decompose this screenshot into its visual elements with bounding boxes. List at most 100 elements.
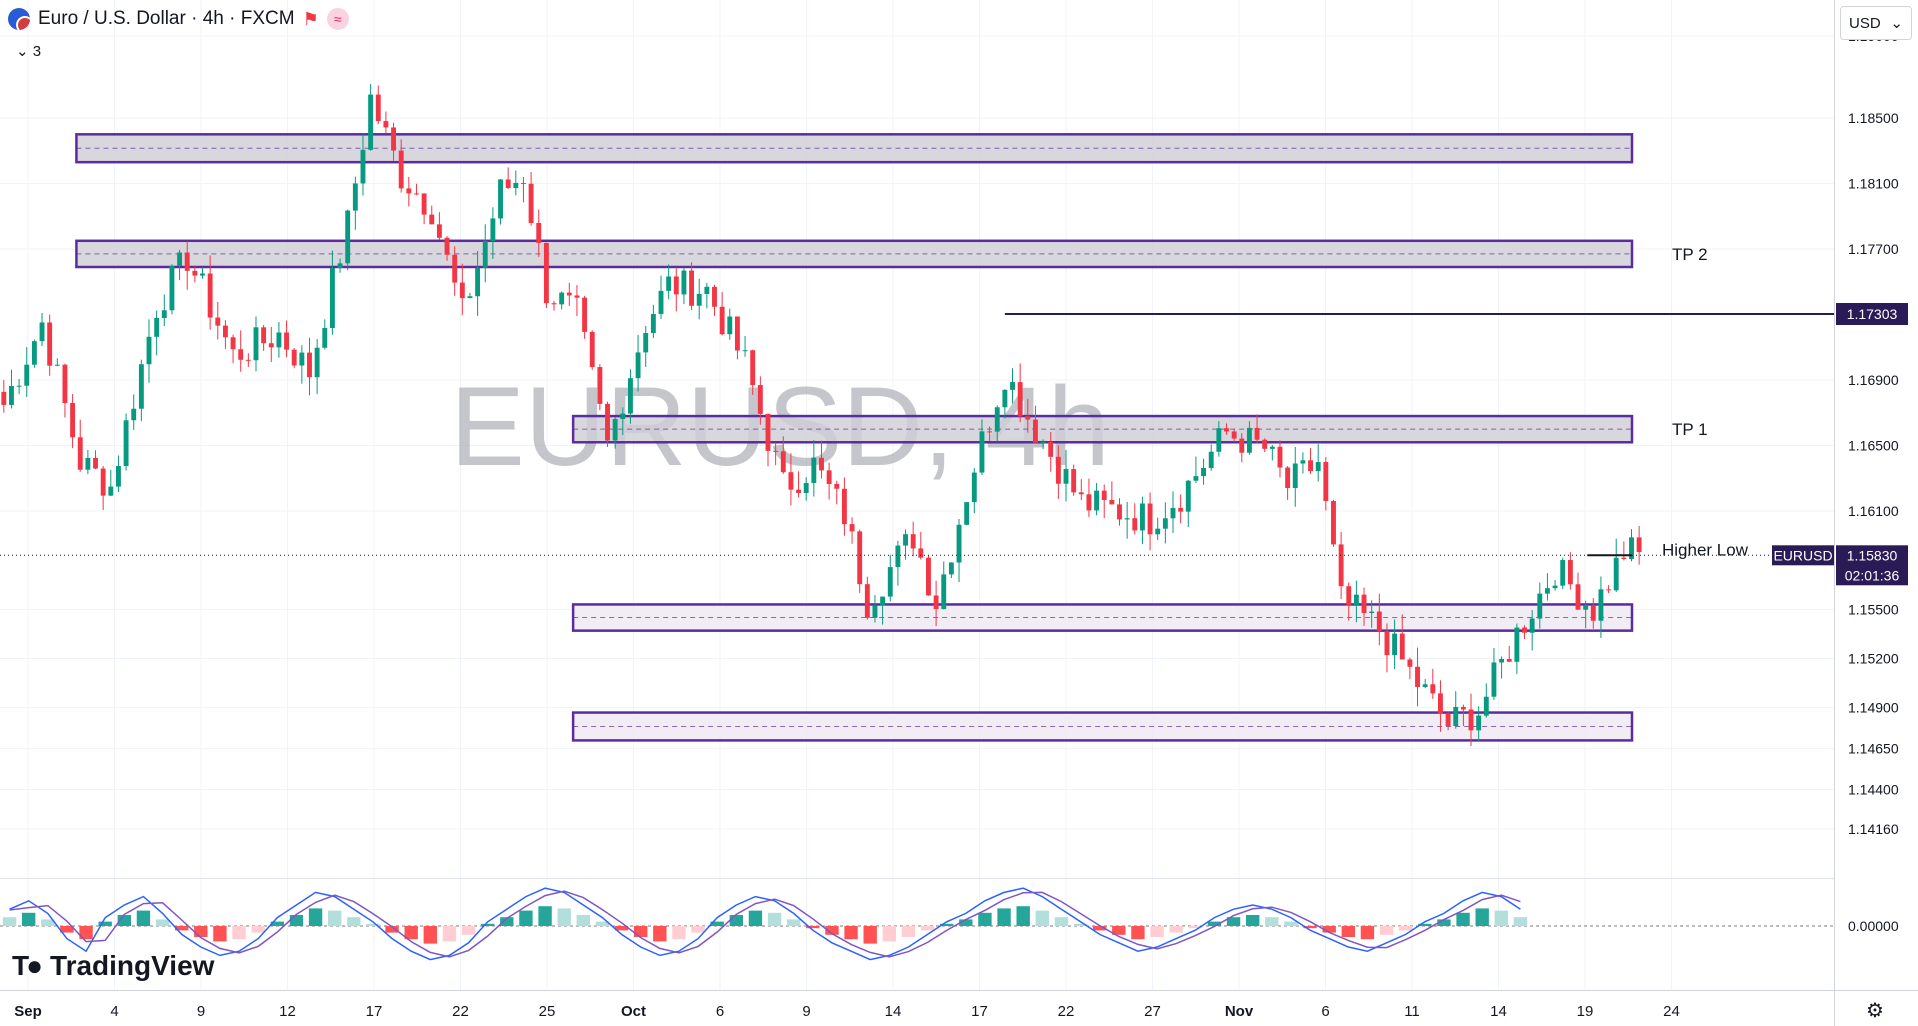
candle-body (1629, 537, 1634, 560)
macd-histogram-bar (863, 926, 877, 944)
candle-body (903, 534, 908, 546)
candle-body (765, 413, 771, 451)
candle-body (1422, 684, 1428, 687)
candle-body (276, 332, 282, 348)
eur-usd-flag-icon (8, 8, 30, 30)
candle-body (597, 367, 603, 404)
macd-histogram-bar (595, 921, 610, 926)
candle-body (383, 121, 389, 128)
candle-body (887, 567, 893, 597)
candle-body (498, 179, 503, 219)
candle-body (1506, 659, 1512, 662)
macd-histogram-bar (213, 926, 227, 942)
macd-histogram-bar (1341, 926, 1356, 937)
candle-body (123, 420, 129, 467)
logo-text: TradingView (50, 950, 215, 981)
candle-body (207, 273, 213, 318)
candle-body (1033, 419, 1038, 443)
candle-body (1491, 662, 1497, 697)
candle-body (93, 457, 98, 469)
candle-body (1010, 382, 1015, 390)
gear-icon[interactable]: ⚙ (1866, 1000, 1884, 1022)
macd-pane: 0.00000 (0, 887, 1899, 961)
candle-body (994, 407, 1000, 432)
symbol-title[interactable]: Euro / U.S. Dollar · 4h · FXCM (38, 8, 295, 29)
candle-body (146, 336, 152, 365)
macd-histogram-bar (155, 919, 170, 926)
macd-histogram-bar (41, 919, 55, 926)
candle-body (268, 343, 274, 348)
candle-body (681, 270, 687, 295)
candle-body (521, 182, 526, 184)
candle-body (1132, 518, 1138, 531)
candle-body (880, 596, 886, 606)
macd-histogram-bar (1475, 908, 1489, 926)
candle-body (1621, 557, 1627, 560)
macd-histogram-bar (519, 910, 533, 926)
candle-body (757, 385, 763, 414)
macd-histogram-bar (614, 926, 629, 931)
candle-body (85, 457, 91, 470)
macd-histogram-bar (1016, 906, 1030, 926)
macd-histogram-bar (347, 917, 361, 926)
macd-histogram-bar (729, 915, 744, 926)
y-tick-label: 1.14900 (1848, 700, 1899, 716)
x-tick-label: Nov (1225, 1003, 1254, 1020)
candle-body (513, 182, 519, 188)
candle-body (1262, 439, 1268, 449)
x-tick-label: 17 (971, 1003, 988, 1020)
candle-body (77, 437, 83, 470)
candle-body (658, 290, 664, 314)
candle-body (1002, 389, 1008, 408)
candle-body (31, 341, 37, 365)
candle-body (161, 310, 167, 318)
macd-histogram-bar (1303, 926, 1317, 929)
candle-body (452, 254, 458, 283)
candle-body (337, 263, 343, 269)
x-tick-label: 27 (1144, 1003, 1161, 1020)
macd-histogram-bar (1073, 923, 1088, 926)
candle-body (54, 364, 60, 366)
candle-body (1162, 518, 1168, 529)
candle-body (222, 325, 228, 338)
macd-histogram-bar (786, 919, 801, 926)
currency-select[interactable]: USD ⌄ (1840, 6, 1912, 40)
candle-body (1331, 501, 1336, 545)
candle-body (864, 584, 870, 618)
wave-icon[interactable]: ≈ (326, 8, 349, 30)
candle-body (1216, 428, 1222, 452)
candle-body (1, 391, 7, 405)
candle-body (1415, 666, 1420, 687)
candle-body (1544, 588, 1550, 594)
indicator-toggle[interactable]: ⌄ 3 (16, 42, 41, 60)
tradingview-logo[interactable]: T● TradingView (12, 950, 214, 982)
current-price-label: 1.15830 (1847, 547, 1898, 563)
candle-body (964, 502, 970, 525)
candle-body (834, 484, 840, 489)
x-tick-label: 22 (1058, 1003, 1075, 1020)
candle-body (131, 408, 137, 421)
currency-label: USD (1849, 14, 1881, 32)
candle-body (589, 331, 595, 368)
candle-body (1269, 446, 1275, 449)
macd-histogram-bar (1456, 912, 1470, 926)
candle-body (1292, 463, 1298, 489)
candle-body (926, 557, 931, 596)
y-tick-label: 1.16900 (1848, 372, 1899, 388)
candle-body (895, 545, 901, 568)
zone-label: TP 1 (1672, 420, 1708, 439)
candle-body (1468, 709, 1474, 731)
red-flag-icon[interactable]: ⚑ (302, 8, 319, 29)
candle-body (712, 286, 717, 307)
macd-histogram-bar (461, 926, 476, 935)
macd-histogram-bar (1284, 921, 1298, 926)
candle-body (941, 574, 947, 610)
candle-body (1537, 593, 1543, 619)
macd-histogram-bar (901, 926, 916, 937)
candle-body (16, 385, 22, 387)
candle-body (536, 222, 542, 243)
candle-body (1055, 456, 1061, 484)
candle-body (39, 322, 45, 342)
